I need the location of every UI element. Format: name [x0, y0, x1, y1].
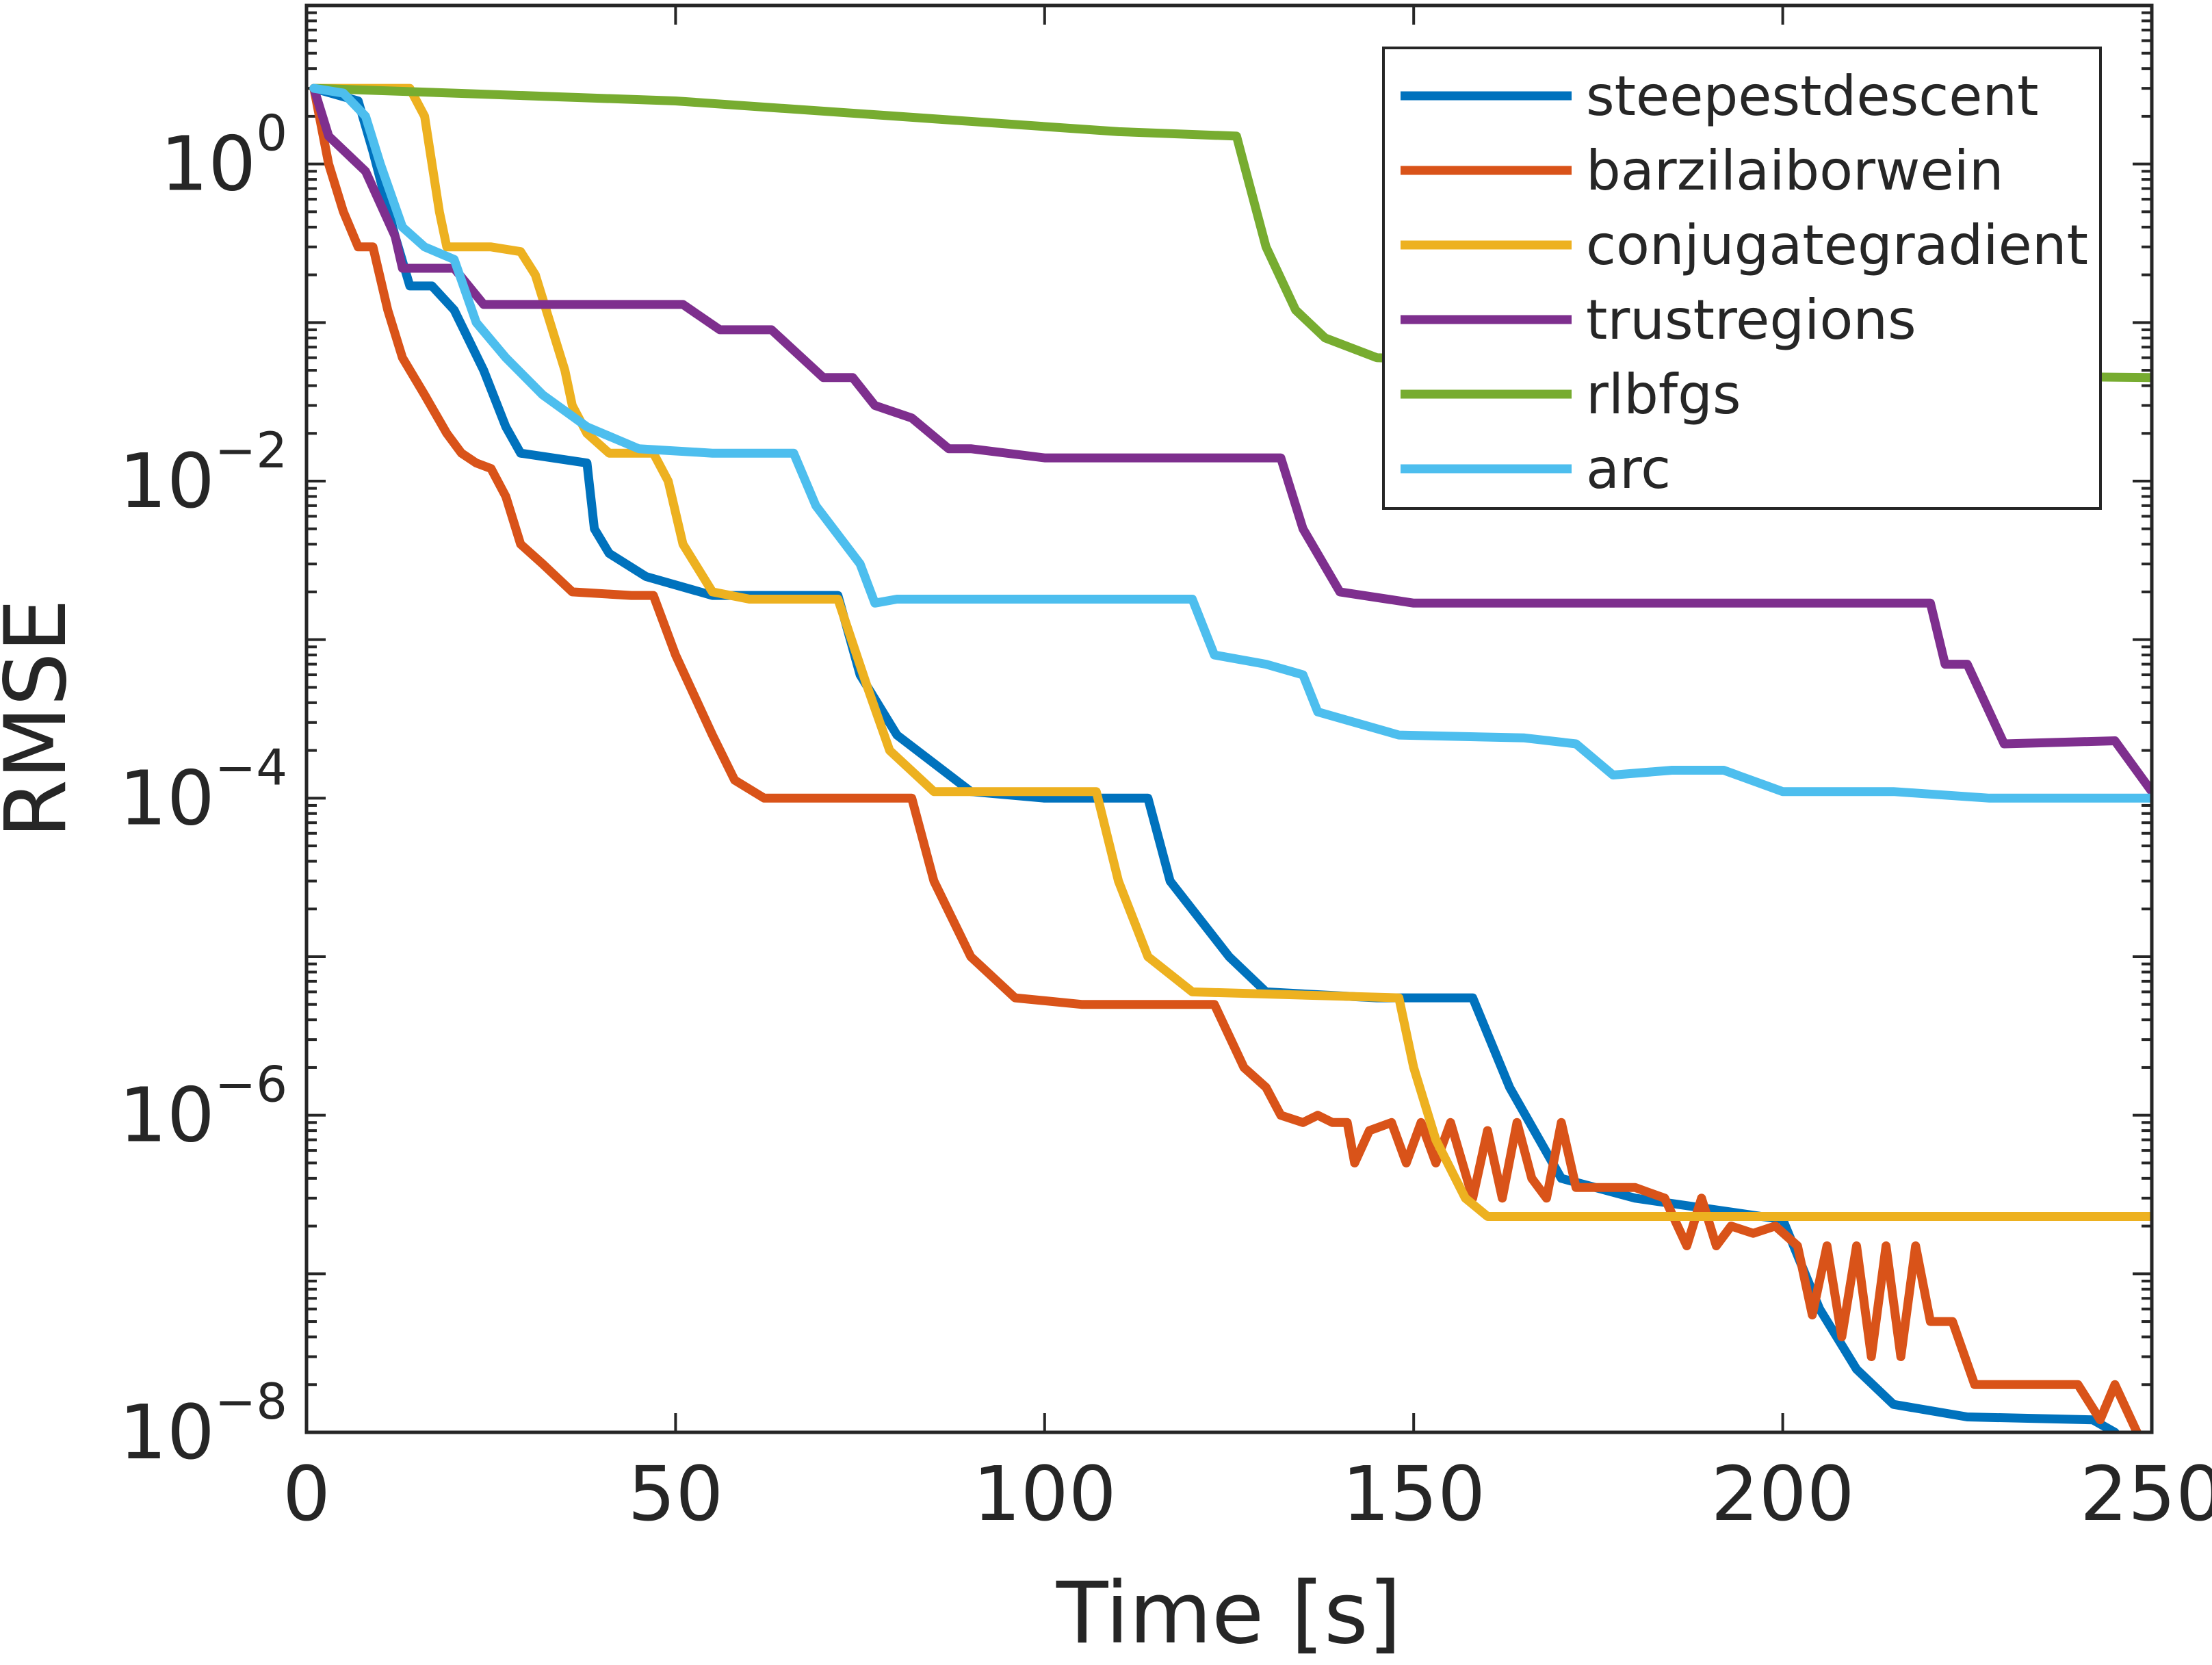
x-tick-label: 50: [627, 1450, 723, 1538]
plot-frame: [304, 3, 2154, 1434]
y-axis-title: RMSE: [0, 599, 86, 838]
legend-label-trustregions: trustregions: [1586, 288, 1916, 352]
y-tick-labels: 100 10−2 10−4 10−6 10−8: [119, 105, 287, 1476]
legend: steepestdescent barzilaiborwein conjugateg…: [1382, 47, 2102, 510]
series-line-arc: [309, 83, 2152, 803]
x-tick-label: 200: [1711, 1450, 1855, 1538]
legend-label-steepestdescent: steepestdescent: [1586, 64, 2038, 128]
legend-label-rlbfgs: rlbfgs: [1586, 363, 1741, 426]
y-tick-label: 100: [160, 105, 287, 208]
x-tick-label: 100: [973, 1450, 1117, 1538]
x-axis-title: Time [s]: [1056, 1564, 1401, 1663]
x-tick-label: 0: [283, 1450, 330, 1538]
x-tick-label: 250: [2080, 1450, 2212, 1538]
series-line-trustregions: [309, 83, 2152, 797]
y-tick-label: 10−4: [119, 738, 287, 842]
legend-label-conjugategradient: conjugategradient: [1586, 214, 2088, 277]
series-line-barzilaiborwein: [309, 83, 2142, 1432]
x-tick-labels: 0 50 100 150 200 250: [283, 1450, 2212, 1538]
series-line-conjugategradient: [309, 83, 2152, 1221]
y-tick-label: 10−6: [119, 1056, 287, 1159]
legend-label-barzilaiborwein: barzilaiborwein: [1586, 139, 2004, 203]
legend-box: [1382, 47, 2102, 510]
x-tick-label: 150: [1342, 1450, 1485, 1538]
legend-label-arc: arc: [1586, 437, 1671, 501]
y-tick-label: 10−8: [119, 1373, 287, 1476]
y-tick-label: 10−2: [119, 422, 287, 525]
